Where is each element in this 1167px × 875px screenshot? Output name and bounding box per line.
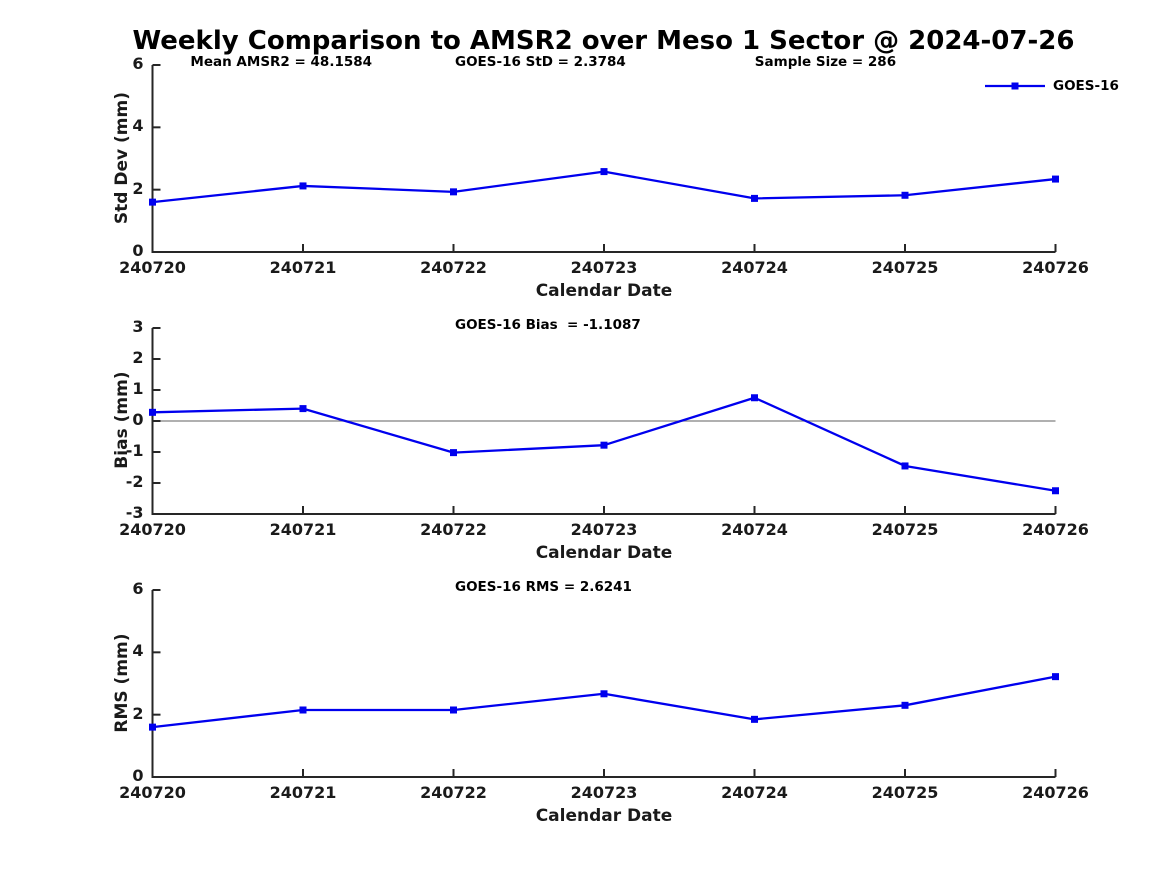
y-tick-label: 0 [132,410,144,429]
annotation: Sample Size = 286 [754,54,897,70]
x-tick-label: 240725 [871,258,939,277]
legend-square-marker-icon [1011,82,1019,90]
data-point-marker [901,701,909,709]
y-tick-label: 1 [132,379,144,398]
annotation: GOES-16 RMS = 2.6241 [455,579,632,595]
data-point-marker [450,706,457,714]
x-tick-label: 240723 [570,520,638,539]
x-tick-label: 240720 [119,520,186,539]
x-axis-label: Calendar Date [535,806,673,826]
data-point-marker [751,394,758,402]
y-tick-label: 0 [132,766,144,785]
x-tick-label: 240723 [570,783,638,802]
data-point-marker [450,188,457,196]
x-tick-label: 240725 [871,783,939,802]
axes-frame [151,65,1056,253]
data-point-marker [299,706,307,714]
x-tick-label: 240726 [1022,520,1089,539]
x-tick-label: 240721 [269,258,337,277]
data-line [152,675,1056,729]
data-point-marker [600,168,608,176]
x-tick-label: 240726 [1022,783,1089,802]
x-tick-label: 240720 [119,783,186,802]
data-point-marker [1052,487,1059,495]
y-tick-label: 6 [132,579,144,598]
y-tick-label: 2 [132,178,144,198]
data-point-marker [751,715,758,723]
annotation: GOES-16 Bias = -1.1087 [455,317,641,333]
x-tick-label: 240724 [721,520,788,539]
x-axis-label: Calendar Date [535,281,673,301]
x-tick-label: 240721 [269,520,337,539]
data-point-marker [299,182,307,190]
x-axis-label: Calendar Date [535,543,673,563]
data-point-marker [149,198,156,206]
x-tick-label: 240726 [1022,258,1089,277]
y-tick-label: 3 [132,317,144,336]
data-point-marker [600,690,608,698]
annotation: GOES-16 StD = 2.3784 [455,54,626,70]
x-tick-label: 240721 [269,783,337,802]
legend-swatch [985,82,1045,90]
y-tick-label: 6 [132,54,144,73]
x-tick-label: 240722 [420,520,487,539]
data-point-marker [600,441,608,449]
y-tick-label: 4 [132,641,144,661]
data-point-marker [149,408,156,416]
x-tick-label: 240722 [420,258,487,277]
y-axis-label: RMS (mm) [111,632,132,733]
x-tick-label: 240720 [119,258,186,277]
data-point-marker [450,449,457,457]
x-tick-label: 240724 [721,783,788,802]
y-tick-label: 0 [132,241,144,260]
x-tick-label: 240723 [570,258,638,277]
data-point-marker [901,191,909,199]
data-point-marker [299,405,307,413]
data-point-marker [1052,175,1059,183]
x-tick-label: 240725 [871,520,939,539]
legend-label: GOES-16 [1053,78,1119,94]
y-axis-label: Std Dev (mm) [111,91,132,224]
data-point-marker [1052,673,1059,681]
annotation: Mean AMSR2 = 48.1584 [190,54,373,70]
y-tick-label: -3 [125,503,144,522]
y-axis-label: Bias (mm) [111,371,132,469]
y-tick-label: -2 [125,472,144,491]
y-tick-label: 2 [132,348,144,367]
y-tick-label: 2 [132,703,144,723]
data-point-marker [149,723,156,731]
data-point-marker [751,194,758,202]
y-tick-label: -1 [125,441,144,460]
data-point-marker [901,462,909,470]
axes-frame [151,590,1056,778]
data-line [152,170,1056,204]
legend: GOES-16 [984,77,1119,95]
y-tick-label: 4 [132,116,144,136]
x-tick-label: 240722 [420,783,487,802]
chart-title: Weekly Comparison to AMSR2 over Meso 1 S… [132,26,1075,56]
x-tick-label: 240724 [721,258,788,277]
